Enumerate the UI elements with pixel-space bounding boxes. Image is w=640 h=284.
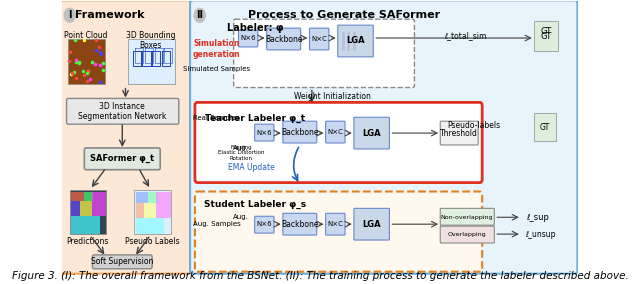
FancyBboxPatch shape	[156, 191, 171, 218]
Text: Weight Initialization: Weight Initialization	[294, 92, 371, 101]
Text: Backbone: Backbone	[281, 128, 319, 137]
Text: Threshold: Threshold	[440, 129, 477, 137]
Text: II: II	[196, 10, 204, 20]
Text: N×C: N×C	[311, 36, 327, 42]
FancyBboxPatch shape	[310, 28, 329, 50]
Text: GT: GT	[540, 123, 550, 132]
Text: N×6: N×6	[241, 35, 256, 41]
FancyBboxPatch shape	[190, 0, 577, 274]
Circle shape	[64, 8, 76, 22]
FancyBboxPatch shape	[239, 30, 258, 47]
Text: Predictions: Predictions	[67, 237, 109, 246]
FancyBboxPatch shape	[234, 19, 415, 87]
Text: Figure 3. (I): The overall framework from the BSNet. (II): The training process : Figure 3. (I): The overall framework fro…	[12, 271, 628, 281]
Text: GT: GT	[540, 27, 552, 36]
Text: LGA: LGA	[362, 220, 381, 229]
FancyBboxPatch shape	[84, 148, 160, 170]
Text: Process to Generate SAFormer: Process to Generate SAFormer	[248, 10, 440, 20]
FancyBboxPatch shape	[354, 208, 389, 240]
Text: ℓ_unsup: ℓ_unsup	[525, 229, 556, 239]
Text: Overlapping: Overlapping	[447, 231, 486, 237]
Circle shape	[194, 8, 205, 22]
Text: 3D Instance
Segmentation Network: 3D Instance Segmentation Network	[78, 102, 166, 121]
FancyBboxPatch shape	[70, 189, 106, 234]
FancyBboxPatch shape	[195, 191, 482, 272]
Text: N×C: N×C	[328, 221, 343, 227]
FancyBboxPatch shape	[144, 203, 156, 218]
FancyBboxPatch shape	[136, 203, 144, 218]
FancyBboxPatch shape	[68, 39, 104, 83]
Text: LGA: LGA	[362, 129, 381, 137]
Text: Labeler: φ: Labeler: φ	[227, 23, 284, 33]
FancyBboxPatch shape	[283, 121, 317, 143]
FancyBboxPatch shape	[255, 216, 274, 233]
FancyBboxPatch shape	[440, 121, 478, 145]
Text: Real Samples: Real Samples	[193, 115, 240, 121]
FancyBboxPatch shape	[136, 218, 164, 234]
Text: Backbone: Backbone	[281, 220, 319, 229]
FancyBboxPatch shape	[148, 191, 158, 203]
FancyBboxPatch shape	[354, 117, 389, 149]
FancyBboxPatch shape	[195, 103, 482, 183]
Text: I: I	[68, 10, 72, 20]
FancyBboxPatch shape	[61, 0, 191, 274]
Text: Framework: Framework	[76, 10, 145, 20]
FancyBboxPatch shape	[92, 191, 106, 216]
Text: Point Cloud: Point Cloud	[64, 31, 108, 40]
Text: N×C: N×C	[328, 129, 343, 135]
FancyBboxPatch shape	[92, 255, 152, 269]
Text: Student Labeler φ_s: Student Labeler φ_s	[204, 200, 307, 209]
FancyBboxPatch shape	[128, 39, 175, 83]
FancyBboxPatch shape	[72, 201, 79, 216]
Text: Non-overlapping: Non-overlapping	[440, 215, 493, 220]
FancyBboxPatch shape	[72, 191, 84, 201]
Text: SAFormer φ_t: SAFormer φ_t	[90, 154, 154, 163]
FancyBboxPatch shape	[79, 201, 92, 216]
FancyBboxPatch shape	[255, 124, 274, 141]
Text: N×6: N×6	[257, 221, 272, 227]
Text: Aug.: Aug.	[233, 145, 249, 151]
Text: Teacher Labeler φ_t: Teacher Labeler φ_t	[205, 114, 305, 123]
FancyBboxPatch shape	[326, 213, 345, 235]
Text: Aug.: Aug.	[233, 214, 249, 220]
FancyBboxPatch shape	[338, 25, 373, 57]
Text: Pseudo Labels: Pseudo Labels	[125, 237, 179, 246]
Text: Backbone: Backbone	[265, 35, 303, 43]
FancyBboxPatch shape	[534, 113, 556, 141]
Text: EMA Update: EMA Update	[228, 163, 275, 172]
FancyBboxPatch shape	[440, 226, 494, 243]
FancyBboxPatch shape	[136, 191, 148, 203]
Text: 3D Bounding
Boxes: 3D Bounding Boxes	[126, 31, 175, 51]
Text: Pseudo-labels: Pseudo-labels	[447, 121, 500, 130]
Text: N×6: N×6	[257, 130, 272, 136]
Text: Simulation
generation: Simulation generation	[193, 39, 241, 59]
FancyBboxPatch shape	[134, 189, 171, 234]
Text: ℓ_total_sim: ℓ_total_sim	[444, 32, 486, 41]
FancyBboxPatch shape	[267, 28, 301, 50]
Text: Flipping
Elastic Distortion
Rotation: Flipping Elastic Distortion Rotation	[218, 145, 264, 161]
FancyBboxPatch shape	[283, 213, 317, 235]
Text: LGA: LGA	[346, 37, 365, 45]
FancyBboxPatch shape	[534, 21, 558, 51]
FancyBboxPatch shape	[84, 191, 93, 201]
Text: ℓ_sup: ℓ_sup	[527, 213, 549, 222]
Text: GT: GT	[540, 32, 552, 41]
Text: Simulated Samples: Simulated Samples	[183, 66, 250, 72]
Text: Aug. Samples: Aug. Samples	[193, 221, 241, 227]
FancyBboxPatch shape	[326, 121, 345, 143]
FancyBboxPatch shape	[72, 216, 100, 234]
Text: Soft Supervision: Soft Supervision	[91, 257, 154, 266]
FancyBboxPatch shape	[440, 208, 494, 225]
FancyBboxPatch shape	[67, 99, 179, 124]
